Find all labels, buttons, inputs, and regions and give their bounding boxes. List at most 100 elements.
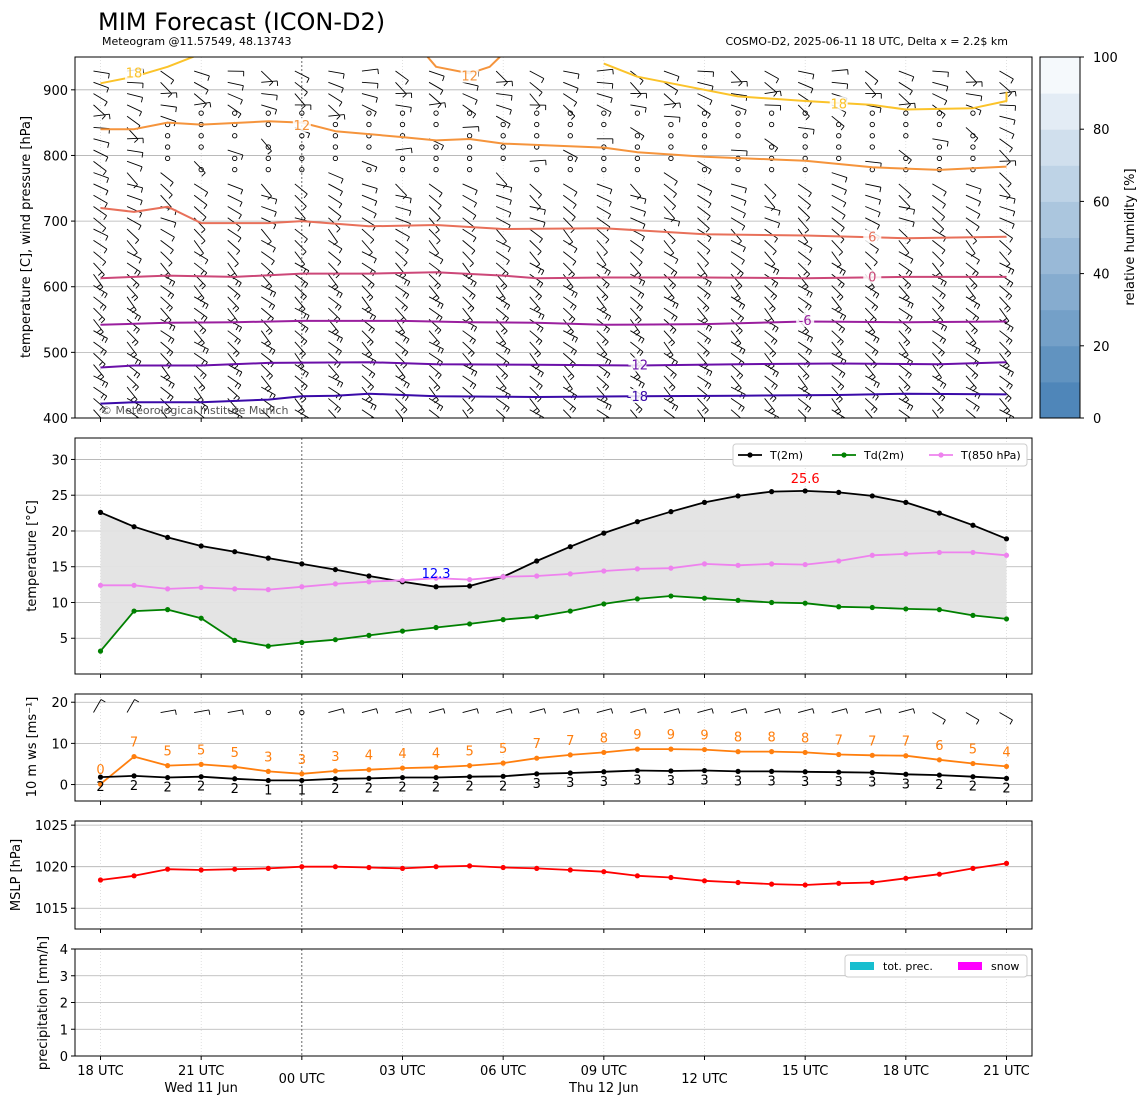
wind-barb-feather [471, 370, 475, 375]
wind-barb [663, 102, 680, 106]
legend-label: Td(2m) [863, 449, 904, 462]
wind-barb-feather [770, 410, 775, 415]
wind-barb [529, 364, 544, 374]
wind-barb-feather [133, 326, 138, 332]
wind-barb [361, 160, 378, 168]
wind-barb [260, 183, 272, 197]
wind-barb-feather [736, 372, 741, 378]
wind-barb-feather [1009, 719, 1013, 725]
wind-barb [797, 262, 810, 275]
calm-wind-circle [970, 144, 976, 150]
wind-barb [93, 217, 107, 229]
wind-barb [294, 228, 308, 240]
isotherm-line [100, 120, 1007, 171]
wind-barb-feather [534, 350, 539, 355]
wind-barb-feather [1009, 384, 1013, 390]
wind-barb [562, 206, 576, 218]
wind-point-gust [903, 753, 909, 759]
wind-barb-feather [268, 405, 272, 411]
wind-barb [932, 330, 946, 341]
wind-barb [797, 251, 812, 262]
wind-barb [630, 251, 643, 263]
wind-barb-feather [841, 373, 846, 378]
wind-barb-feather [941, 114, 946, 119]
wind-barb [227, 81, 244, 87]
wind-barb-feather [608, 111, 612, 117]
wind-barb-feather [704, 292, 708, 298]
wind-barb-feather [404, 427, 406, 431]
y-tick-label: 0 [60, 779, 68, 794]
wind-barb [160, 217, 176, 224]
wind-barb-feather [303, 313, 307, 319]
wind-barb-feather [99, 304, 104, 309]
wind-barb-feather [133, 184, 138, 189]
wind-barb-feather [905, 430, 908, 434]
wind-barb [160, 262, 172, 276]
y-tick-label: 15 [51, 561, 68, 576]
wind-barb-feather [505, 420, 508, 424]
y-tick-label: 10 [51, 737, 68, 752]
wind-barb [462, 251, 474, 264]
wind-barb-feather [874, 426, 876, 430]
wind-barb-feather [871, 349, 876, 354]
wind-barb [596, 217, 611, 228]
wind-barb-feather [870, 331, 876, 336]
wind-barb [260, 138, 272, 152]
upper-air-grid [75, 57, 1032, 419]
mslp-point [634, 873, 640, 879]
wind-barb-feather [742, 247, 746, 253]
wind-barb-feather [974, 137, 979, 143]
wind-barb [898, 217, 915, 223]
wind-barb-feather [167, 337, 172, 342]
wind-barb-feather [872, 364, 878, 369]
wind-barb [462, 398, 474, 411]
wind-barb [261, 341, 276, 351]
wind-barb-feather [569, 376, 575, 381]
wind-barb-feather [803, 271, 808, 276]
wind-barb-feather [437, 347, 441, 353]
day-label: Wed 11 Jun [164, 1081, 237, 1096]
wind-barb-feather [104, 202, 108, 208]
wind-barb-feather [476, 708, 479, 714]
wind-barb [227, 228, 242, 239]
wind-barb [965, 307, 979, 319]
wind-barb-feather [879, 187, 882, 193]
wind-barb-feather [970, 384, 975, 389]
wind-barb-feather [1007, 370, 1011, 376]
wind-barb-feather [334, 331, 339, 336]
calm-wind-circle [903, 110, 909, 116]
wind-barb-feather [537, 268, 542, 274]
calm-wind-circle [500, 155, 506, 161]
wind-barb-feather [202, 374, 207, 380]
wind-barb [126, 341, 138, 356]
wind-barb [529, 251, 541, 265]
wind-barb-feather [679, 102, 681, 108]
wind-barb-feather [742, 349, 746, 355]
wind-barb-feather [834, 408, 840, 412]
wind-line-mean [100, 769, 1007, 782]
calm-wind-circle [466, 133, 473, 139]
wind-barb-feather [205, 349, 209, 354]
wind-barb-feather [335, 348, 339, 354]
wind-barb-feather [440, 304, 444, 309]
wind-barb [596, 251, 607, 266]
wind-barb-feather [368, 252, 373, 257]
calm-wind-circle [433, 110, 439, 116]
wind-point-mean [869, 770, 875, 776]
wind-barb-feather [805, 115, 810, 121]
wind-barb [126, 217, 142, 226]
wind-barb-feather [265, 431, 269, 434]
series-point-t2m [232, 549, 238, 555]
wind-barb [93, 341, 107, 352]
wind-barb-feather [971, 297, 976, 302]
wind-barb-feather [337, 306, 342, 311]
wind-barb [227, 251, 239, 264]
colorbar-cell [1040, 57, 1080, 94]
wind-barb [328, 398, 341, 410]
wind-barb-feather [207, 75, 210, 81]
isotherm-line [100, 271, 1007, 280]
wind-barb [663, 70, 680, 77]
wind-barb-feather [770, 207, 776, 212]
wind-barb-feather [941, 427, 944, 431]
calm-wind-circle [701, 110, 708, 116]
